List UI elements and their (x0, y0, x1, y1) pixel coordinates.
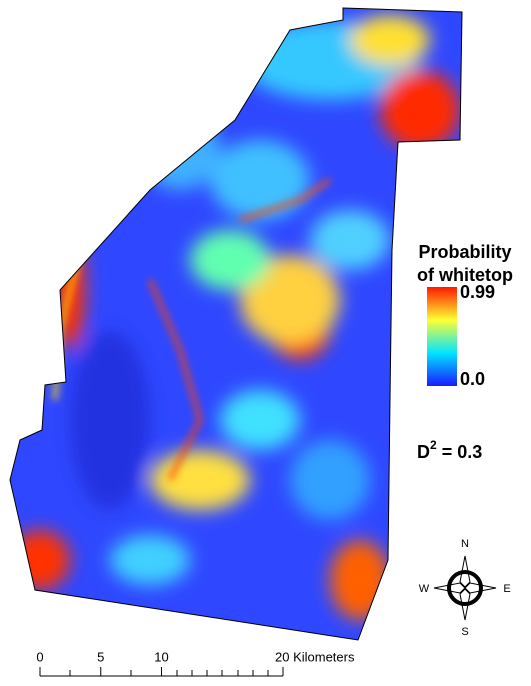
statistic: D2 = 0.3 (417, 438, 482, 462)
compass-label: S (461, 626, 468, 638)
page: Probability of whitetop 0.990.0 D2 = 0.3… (0, 0, 531, 686)
scale-label: 20 Kilometers (275, 649, 355, 664)
legend-tick-label: 0.0 (460, 369, 485, 389)
scale-bar: 0 5 10 20 Kilometers (36, 649, 355, 676)
legend-tick-label: 0.99 (460, 282, 495, 302)
scale-label: 5 (97, 649, 104, 664)
legend: Probability of whitetop 0.990.0 (417, 242, 513, 389)
legend-title: Probability (418, 242, 511, 262)
scale-label: 0 (36, 649, 43, 664)
compass-label: W (419, 583, 430, 595)
color-ramp (427, 287, 457, 386)
compass-label: N (461, 538, 469, 550)
scale-label: 10 (154, 649, 168, 664)
compass: N S W E (419, 538, 511, 638)
compass-label: E (503, 583, 510, 595)
